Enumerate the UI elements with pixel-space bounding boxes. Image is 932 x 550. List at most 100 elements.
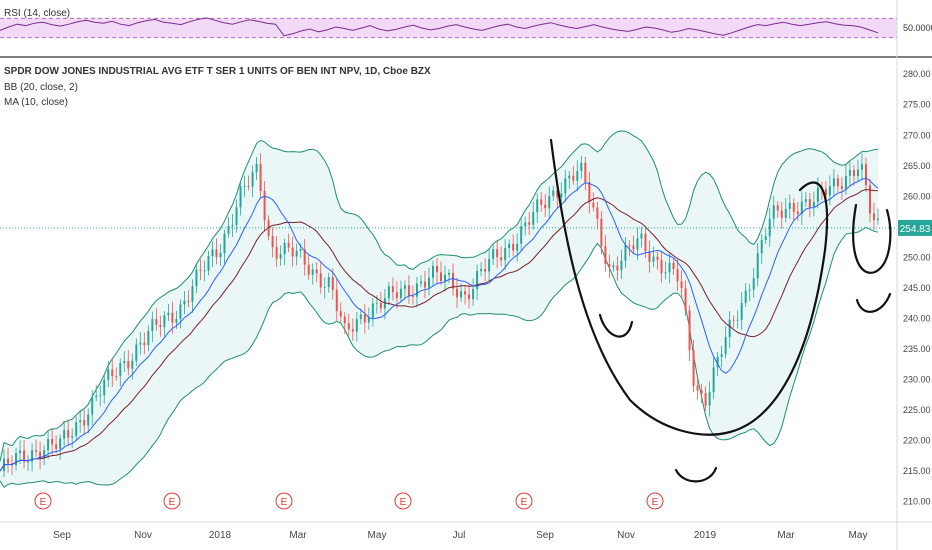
candle-body	[355, 319, 358, 332]
candle-body	[524, 222, 527, 227]
candle-body	[828, 186, 831, 196]
candle-body	[800, 201, 803, 214]
last-price-label: 254.83	[900, 224, 931, 235]
candle-body	[508, 243, 511, 249]
candle-body	[59, 438, 62, 449]
candle-body	[464, 291, 467, 295]
x-tick-label: Nov	[134, 530, 152, 541]
candle-body	[159, 324, 162, 327]
candle-body	[415, 283, 418, 297]
candle-body	[47, 438, 50, 451]
earnings-marker-label: E	[400, 497, 407, 508]
candle-body	[91, 397, 94, 415]
bb-indicator-label[interactable]: BB (20, close, 2)	[4, 82, 78, 93]
drawing-stroke	[674, 466, 718, 483]
candle-body	[379, 302, 382, 309]
candle-body	[648, 251, 651, 262]
candle-body	[632, 245, 635, 250]
candle-body	[532, 212, 535, 225]
candle-body	[235, 207, 238, 225]
rsi-line	[0, 17, 879, 37]
candle-body	[448, 272, 451, 275]
x-tick-label: 2019	[694, 530, 717, 541]
earnings-marker-label: E	[169, 497, 176, 508]
candle-body	[63, 430, 66, 439]
bb-band-fill	[0, 130, 878, 488]
y-tick-label: 260.00	[903, 191, 931, 201]
candle-body	[552, 190, 555, 197]
candle-body	[468, 294, 471, 300]
y-tick-label: 250.00	[903, 252, 931, 262]
y-tick-label: 210.00	[903, 497, 931, 507]
candle-body	[319, 273, 322, 288]
candle-body	[367, 317, 370, 323]
ma-indicator-label[interactable]: MA (10, close)	[4, 97, 68, 108]
candle-body	[656, 256, 659, 260]
candle-body	[303, 249, 306, 265]
candle-body	[864, 164, 867, 186]
candle-body	[716, 356, 719, 368]
candle-body	[191, 286, 194, 302]
rsi-indicator-label[interactable]: RSI (14, close)	[4, 8, 71, 19]
candle-body	[452, 272, 455, 289]
candle-body	[343, 316, 346, 324]
candle-body	[259, 163, 262, 191]
x-tick-label: 2018	[209, 530, 232, 541]
candle-body	[588, 182, 591, 203]
candle-body	[688, 310, 691, 351]
candle-body	[227, 226, 230, 234]
candle-body	[472, 289, 475, 300]
candle-body	[295, 250, 298, 257]
candle-body	[43, 450, 46, 459]
candle-body	[704, 393, 707, 406]
candle-body	[323, 287, 326, 288]
candle-body	[95, 395, 98, 398]
candle-body	[407, 285, 410, 297]
candle-body	[243, 186, 246, 187]
candle-body	[792, 203, 795, 212]
y-tick-label: 215.00	[903, 466, 931, 476]
candle-body	[255, 163, 258, 173]
candle-body	[592, 202, 595, 208]
candle-body	[516, 243, 519, 251]
x-tick-label: Jul	[453, 530, 466, 541]
candle-body	[299, 249, 302, 251]
candle-body	[359, 314, 362, 320]
candle-body	[23, 450, 26, 462]
y-tick-label: 235.00	[903, 344, 931, 354]
candle-body	[684, 288, 687, 311]
candle-body	[664, 272, 667, 274]
candle-body	[411, 296, 414, 297]
candle-body	[275, 247, 278, 259]
candle-body	[387, 286, 390, 299]
earnings-marker-label: E	[521, 497, 528, 508]
candle-body	[700, 390, 703, 394]
candle-body	[616, 265, 619, 271]
drawing-stroke	[855, 292, 892, 313]
candle-body	[347, 323, 350, 330]
candle-body	[692, 350, 695, 386]
y-tick-label: 275.00	[903, 100, 931, 110]
candle-body	[604, 246, 607, 264]
candle-body	[676, 269, 679, 282]
candle-body	[572, 175, 575, 181]
y-tick-label: 245.00	[903, 283, 931, 293]
candle-body	[271, 235, 274, 248]
candle-body	[327, 277, 330, 288]
candle-body	[143, 342, 146, 346]
candle-body	[816, 187, 819, 202]
candle-body	[720, 354, 723, 357]
candle-body	[67, 430, 70, 438]
candle-body	[776, 205, 779, 211]
candle-body	[580, 162, 583, 171]
candle-body	[496, 249, 499, 258]
y-tick-label: 220.00	[903, 436, 931, 446]
candle-body	[315, 269, 318, 274]
x-tick-label: Mar	[777, 530, 795, 541]
y-tick-label: 230.00	[903, 375, 931, 385]
candle-body	[560, 193, 563, 198]
candle-body	[600, 218, 603, 247]
candle-body	[512, 243, 515, 251]
candle-body	[111, 369, 114, 376]
